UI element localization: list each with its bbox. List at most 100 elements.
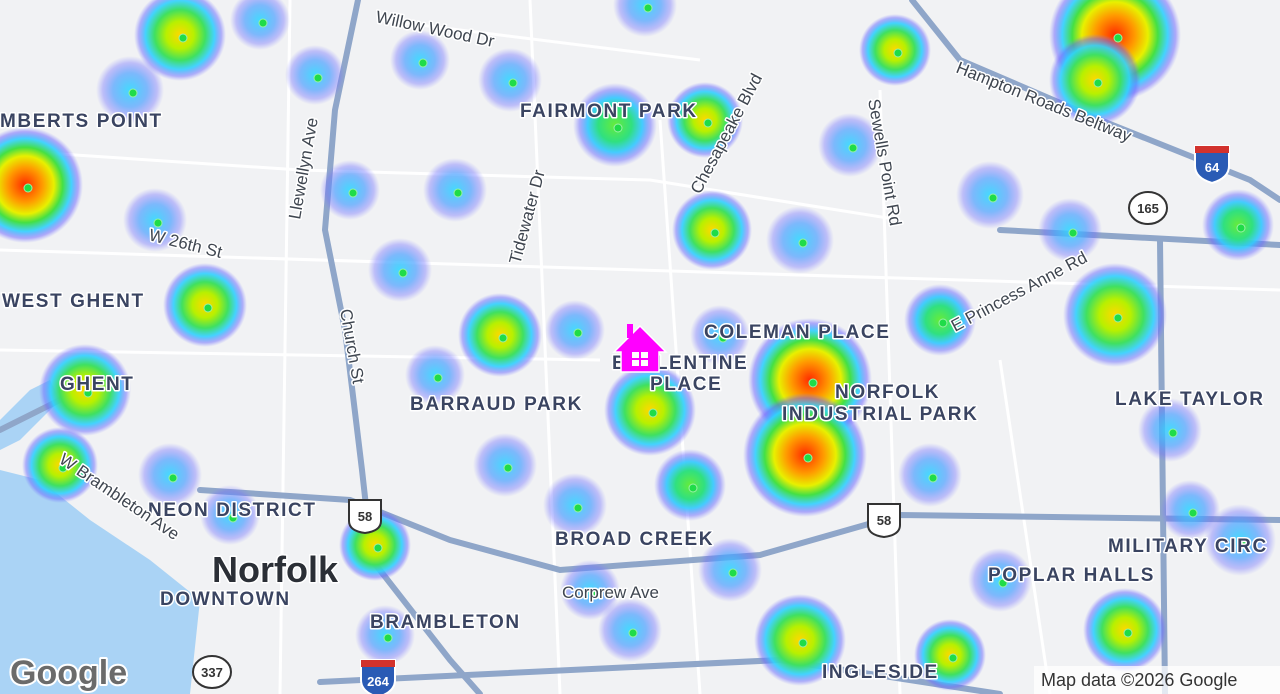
neighborhood-label: NORFOLK xyxy=(835,382,940,403)
neighborhood-label: NEON DISTRICT xyxy=(148,500,317,521)
heat-point xyxy=(710,228,720,238)
heat-point xyxy=(508,78,518,88)
heat-point xyxy=(728,568,738,578)
neighborhood-label: BARRAUD PARK xyxy=(410,394,583,415)
heat-point xyxy=(83,388,93,398)
heat-point xyxy=(798,638,808,648)
neighborhood-label: BROAD CREEK xyxy=(555,529,714,550)
neighborhood-label: DOWNTOWN xyxy=(160,589,291,610)
heat-point xyxy=(1123,628,1133,638)
shield-shape xyxy=(1128,191,1168,225)
neighborhood-label: FAIRMONT PARK xyxy=(520,101,698,122)
route-shield: 58 xyxy=(348,499,382,535)
heat-point xyxy=(383,633,393,643)
neighborhood-label: GHENT xyxy=(60,374,135,395)
route-shield: 58 xyxy=(867,503,901,539)
shield-number: 64 xyxy=(1205,160,1220,175)
heat-point xyxy=(928,473,938,483)
heat-point xyxy=(588,588,598,598)
heat-point xyxy=(848,143,858,153)
heat-point xyxy=(573,328,583,338)
road-label: Tidewater Dr xyxy=(506,167,549,266)
neighborhood-label: INDUSTRIAL PARK xyxy=(782,404,978,425)
neighborhood-label: COLEMAN PLACE xyxy=(704,322,891,343)
heat-point xyxy=(1238,538,1248,548)
heat-point xyxy=(498,333,508,343)
heat-point xyxy=(988,193,998,203)
road-label: Church St xyxy=(336,307,368,385)
neighborhood-label: MILITARY CIRC xyxy=(1108,536,1268,557)
heat-point xyxy=(808,378,818,388)
heat-point xyxy=(1068,228,1078,238)
heat-point xyxy=(573,503,583,513)
heat-point xyxy=(703,118,713,128)
map-logo: Google xyxy=(10,654,127,692)
attribution: Map data ©2026 Google xyxy=(1041,670,1237,690)
heat-point xyxy=(1236,223,1246,233)
shield-shape xyxy=(867,503,901,539)
heat-point xyxy=(718,333,728,343)
heat-point xyxy=(313,73,323,83)
water xyxy=(0,470,200,694)
heat-point xyxy=(1093,78,1103,88)
heat-point xyxy=(893,48,903,58)
heat-point xyxy=(1168,428,1178,438)
neighborhood-label: LAKE TAYLOR xyxy=(1115,389,1265,410)
heat-point xyxy=(1113,313,1123,323)
shield-band xyxy=(1195,146,1229,153)
shield-band xyxy=(361,660,395,667)
route-shield: 64 xyxy=(1194,145,1230,185)
heat-point xyxy=(803,453,813,463)
heat-point xyxy=(23,183,33,193)
heat-point xyxy=(628,628,638,638)
neighborhood-label: PLACE xyxy=(650,374,722,395)
shield-shape xyxy=(360,659,396,694)
shield-number: 264 xyxy=(367,674,389,689)
shield-shape xyxy=(1194,145,1230,185)
heat-point xyxy=(258,18,268,28)
heat-point xyxy=(203,303,213,313)
heatmap-points xyxy=(23,3,1248,663)
heat-point xyxy=(433,373,443,383)
neighborhood-label: POPLAR HALLS xyxy=(988,565,1155,586)
heat-point xyxy=(398,268,408,278)
heat-point xyxy=(1113,33,1123,43)
heat-point xyxy=(178,33,188,43)
heat-point xyxy=(613,123,623,133)
heat-point xyxy=(168,473,178,483)
route-shield: 165 xyxy=(1128,191,1168,225)
heat-point xyxy=(453,188,463,198)
neighborhood-label: BRAMBLETON xyxy=(370,612,521,633)
city-label: Norfolk xyxy=(212,549,339,590)
heat-point xyxy=(648,408,658,418)
heat-point xyxy=(948,653,958,663)
route-shield: 264 xyxy=(360,659,396,694)
shield-shape xyxy=(192,655,232,689)
shield-number: 58 xyxy=(877,513,891,528)
heat-point xyxy=(1188,508,1198,518)
heat-point xyxy=(798,238,808,248)
neighborhood-label: INGLESIDE xyxy=(822,662,939,683)
shield-number: 58 xyxy=(358,509,372,524)
heat-blob xyxy=(613,0,677,37)
heat-blob xyxy=(0,127,83,243)
heat-point xyxy=(373,543,383,553)
heat-point xyxy=(348,188,358,198)
route-shield: 337 xyxy=(192,655,232,689)
attribution-bg xyxy=(1034,666,1280,694)
shield-shape xyxy=(348,499,382,535)
shield-number: 165 xyxy=(1137,201,1159,216)
heat-point xyxy=(688,483,698,493)
heat-point xyxy=(998,578,1008,588)
home-marker[interactable] xyxy=(612,324,668,373)
heat-point xyxy=(938,318,948,328)
neighborhood-label: MBERTS POINT xyxy=(0,111,163,132)
shield-number: 337 xyxy=(201,665,223,680)
neighborhood-label: WEST GHENT xyxy=(2,291,145,312)
road-label: Corprew Ave xyxy=(562,583,659,602)
heat-point xyxy=(418,58,428,68)
heat-point xyxy=(128,88,138,98)
heat-point xyxy=(228,513,238,523)
